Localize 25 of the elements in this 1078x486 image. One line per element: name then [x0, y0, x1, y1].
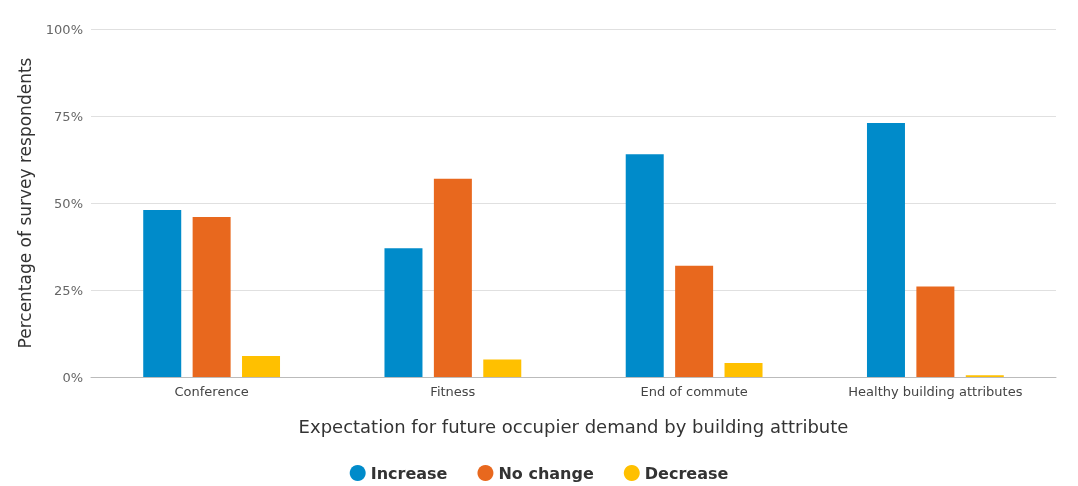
bar — [192, 216, 231, 377]
x-tick-label: Fitness — [430, 384, 476, 399]
bar — [433, 178, 472, 377]
legend-label: No change — [498, 463, 594, 483]
x-axis-title: Expectation for future occupier demand by building attribute — [298, 415, 849, 437]
bar — [625, 154, 664, 377]
bar — [675, 265, 714, 377]
x-tick-label: Conference — [174, 384, 249, 399]
x-tick-label: Healthy building attributes — [848, 384, 1023, 399]
x-tick-label: End of commute — [640, 384, 748, 399]
bar — [483, 359, 522, 377]
bar — [384, 248, 423, 377]
bar — [724, 363, 763, 377]
legend-label: Increase — [370, 463, 448, 483]
y-tick-label: 100% — [45, 21, 83, 37]
y-tick-label: 25% — [54, 282, 83, 298]
bar — [866, 122, 905, 377]
bar — [916, 286, 955, 377]
y-tick-label: 75% — [54, 108, 83, 124]
y-tick-label: 0% — [62, 369, 83, 385]
y-tick-label: 50% — [54, 195, 83, 211]
bar — [242, 356, 281, 377]
y-axis-title: Percentage of survey respondents — [14, 57, 35, 349]
bar — [143, 209, 182, 377]
legend-label: Decrease — [644, 463, 729, 483]
